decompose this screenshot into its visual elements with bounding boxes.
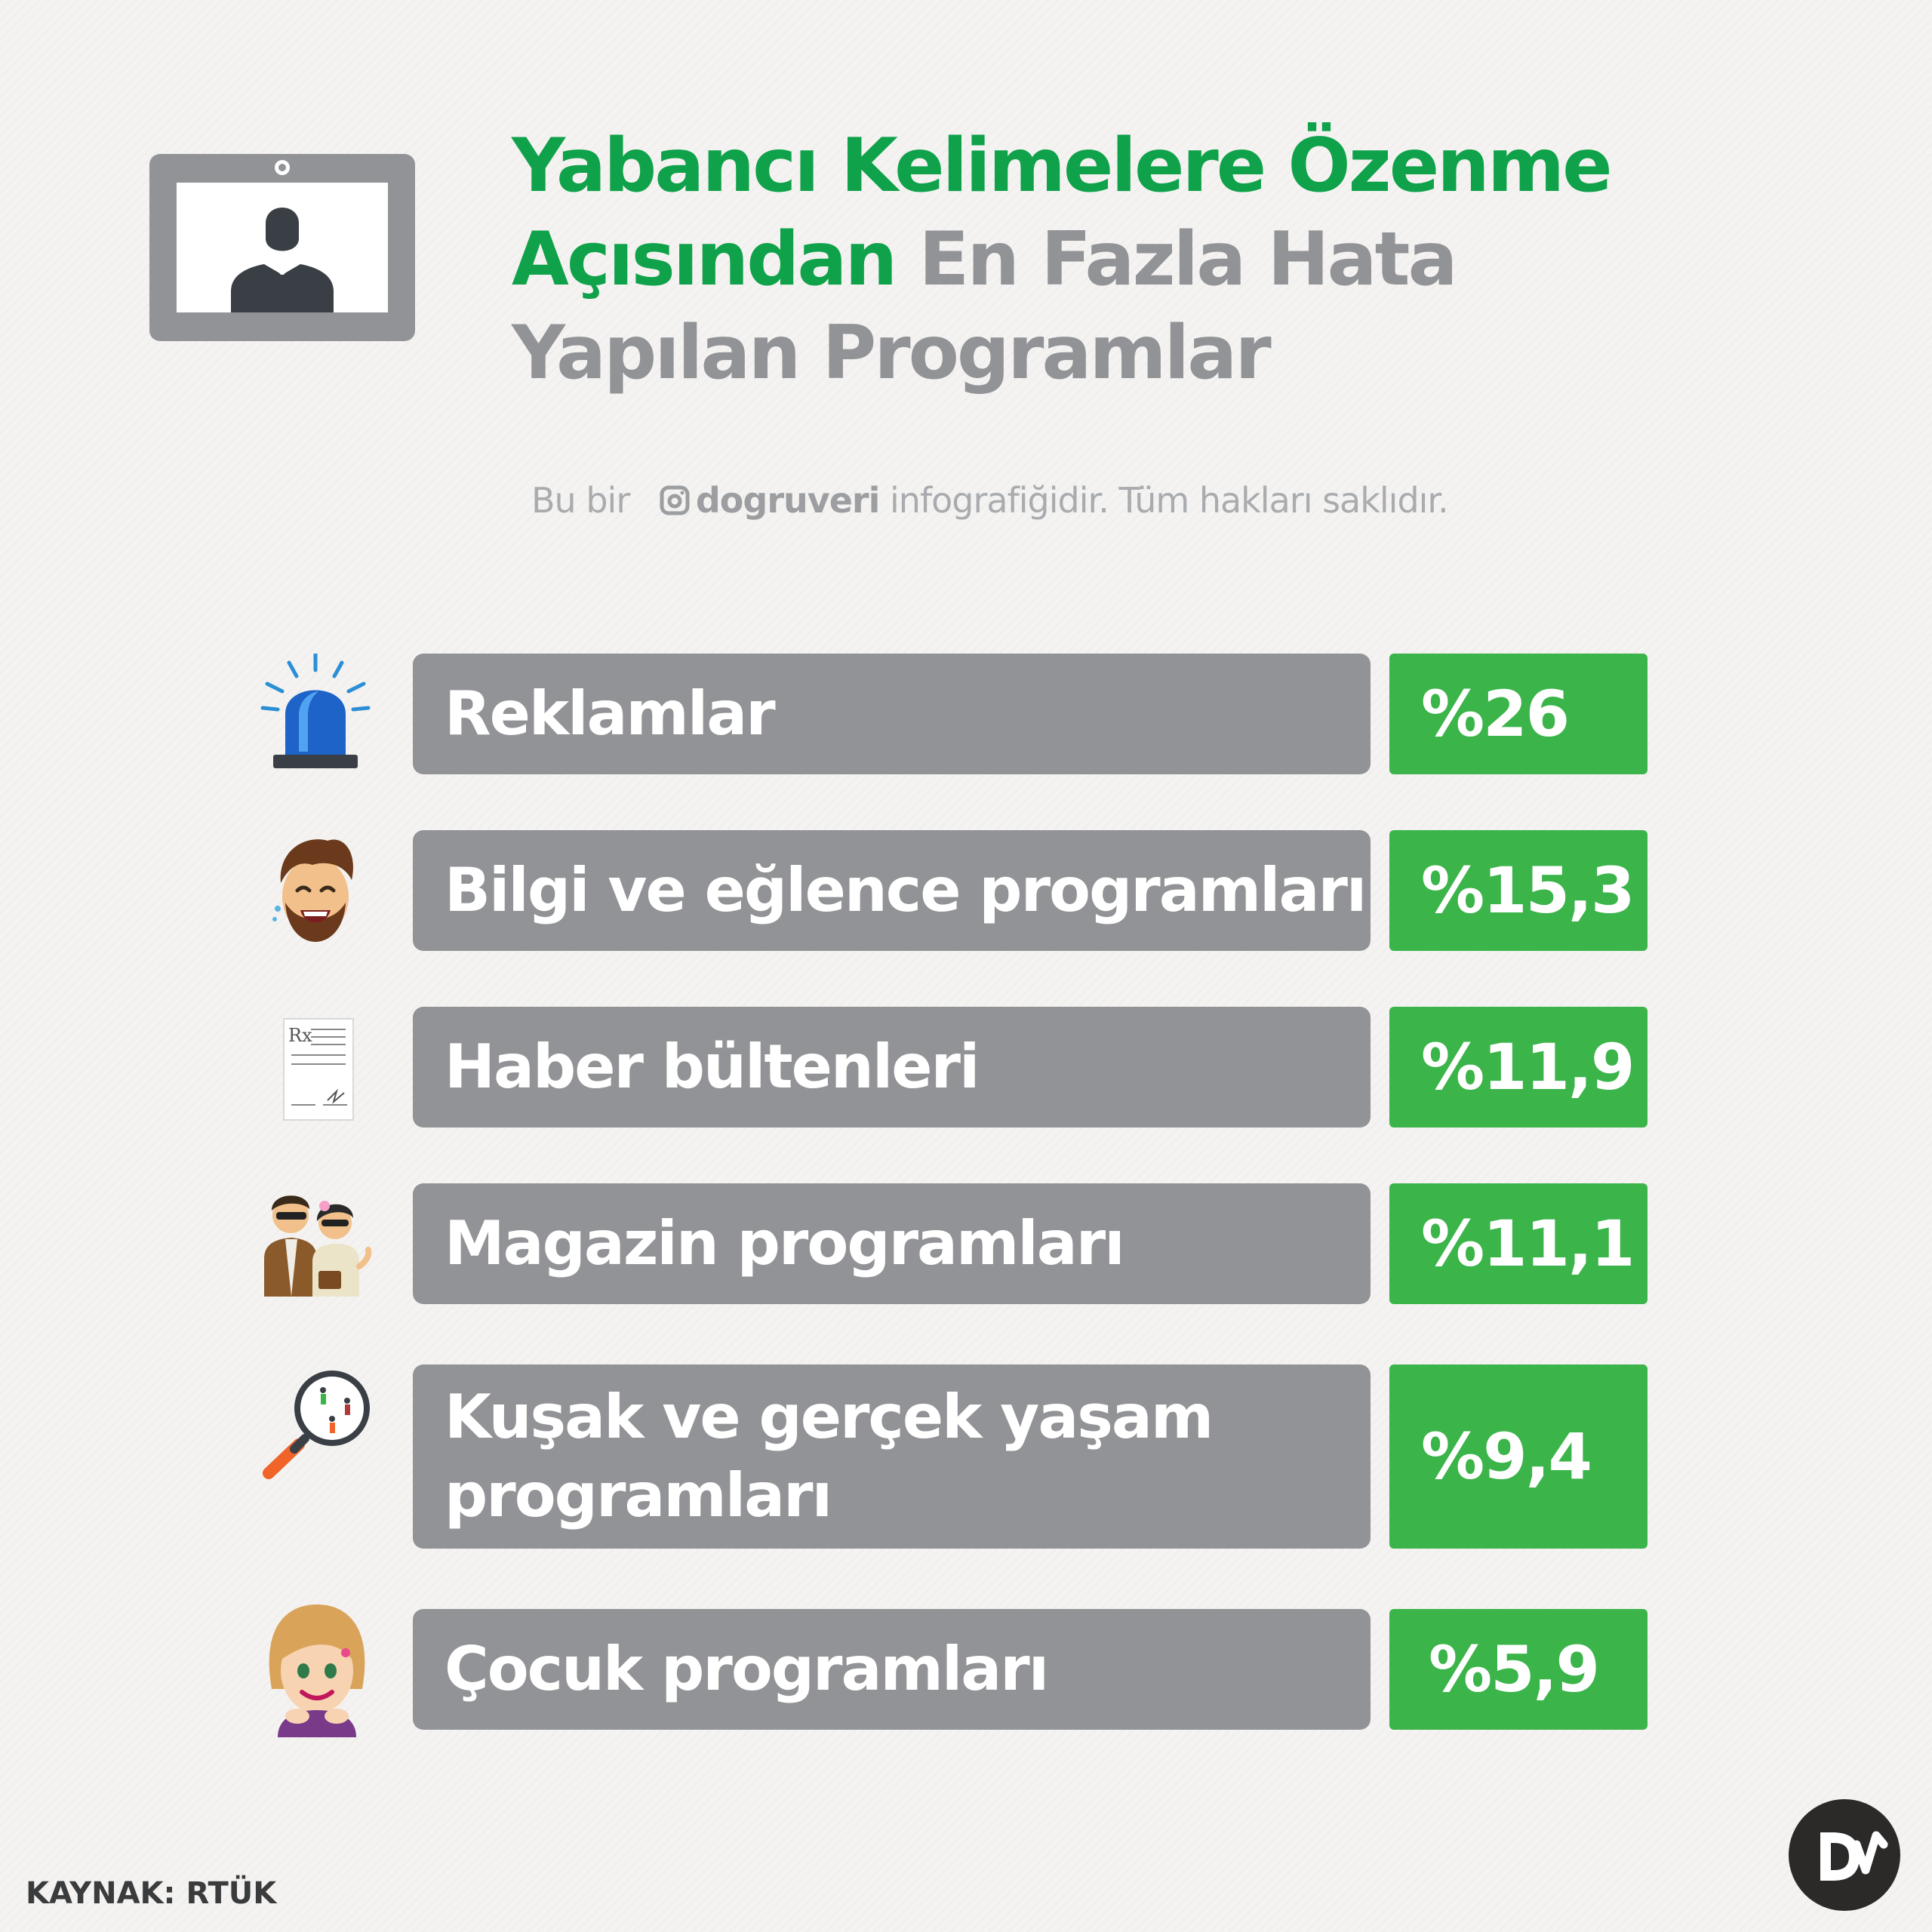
page-title: Yabancı Kelimelere Özenme Açısından En F… — [512, 119, 1689, 400]
smiling-girl-icon — [269, 1604, 365, 1737]
credit-line: Bu bir dogruveri infografiğidir. Tüm hak… — [531, 480, 1449, 521]
siren-icon — [260, 654, 371, 768]
row-label: Bilgi ve eğlence programları — [413, 830, 1371, 951]
row-value: %11,1 — [1389, 1183, 1647, 1304]
laughing-man-icon — [272, 839, 353, 942]
row-label: Kuşak ve gerçek yaşam programları — [413, 1364, 1371, 1549]
row-label: Reklamlar — [413, 654, 1371, 774]
credit-brand: dogruveri — [695, 480, 881, 521]
source-label: KAYNAK: RTÜK — [26, 1876, 277, 1911]
celebrity-couple-icon — [264, 1195, 372, 1297]
row-label: Çocuk programları — [413, 1609, 1371, 1730]
chart-row-magazin: Magazin programları %11,1 — [0, 1183, 1932, 1304]
chart-row-haber-bultenleri: Rx Haber bültenleri %11,9 — [0, 1007, 1932, 1128]
dv-logo — [1789, 1799, 1900, 1911]
row-label: Haber bültenleri — [413, 1007, 1371, 1128]
title-line-2-gray: En Fazla Hata — [895, 217, 1457, 303]
row-value: %11,9 — [1389, 1007, 1647, 1128]
credit-suffix: infografiğidir. Tüm hakları saklıdır. — [879, 480, 1449, 521]
row-value: %5,9 — [1389, 1609, 1647, 1730]
title-line-1: Yabancı Kelimelere Özenme — [512, 123, 1613, 209]
credit-prefix: Bu bir — [531, 480, 630, 521]
title-line-2-green: Açısından — [512, 217, 897, 303]
magnifier-people-icon — [263, 1371, 370, 1479]
row-value: %26 — [1389, 654, 1647, 774]
chart-row-bilgi-ve-eglence: Bilgi ve eğlence programları %15,3 — [0, 830, 1932, 951]
chart-row-reklamlar: Reklamlar %26 — [0, 654, 1932, 774]
svg-text:Rx: Rx — [288, 1025, 312, 1046]
row-value: %15,3 — [1389, 830, 1647, 951]
monitor-person-icon — [149, 154, 415, 341]
document-icon: Rx — [283, 1018, 354, 1121]
title-line-3: Yapılan Programlar — [512, 310, 1272, 396]
row-label: Magazin programları — [413, 1183, 1371, 1304]
chart-row-kusak-ve-gercek-yasam: Kuşak ve gerçek yaşam programları %9,4 — [0, 1364, 1932, 1549]
chart-row-cocuk: Çocuk programları %5,9 — [0, 1604, 1932, 1737]
instagram-icon — [660, 485, 690, 515]
row-value: %9,4 — [1389, 1364, 1647, 1549]
